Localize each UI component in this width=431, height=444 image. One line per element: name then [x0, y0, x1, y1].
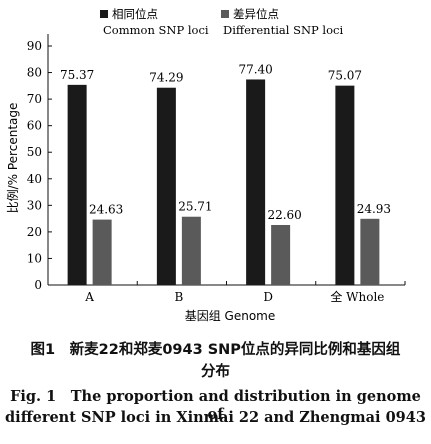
- legend-label-common-en: Common SNP loci: [103, 23, 209, 37]
- data-label: 74.29: [149, 71, 183, 85]
- figure-caption-cn-line2: 分布: [201, 364, 230, 380]
- y-tick-label: 90: [27, 39, 42, 53]
- y-tick-label: 50: [27, 145, 42, 159]
- data-label: 75.07: [328, 69, 362, 83]
- x-axis-label: 基因组 Genome: [185, 309, 276, 323]
- y-tick-label: 60: [27, 119, 42, 133]
- bars: [67, 79, 380, 286]
- x-tick-label: A: [84, 290, 94, 304]
- bar-common: [67, 84, 87, 286]
- bar-differential: [181, 216, 201, 285]
- y-tick-label: 30: [27, 198, 42, 212]
- y-tick-label: 80: [27, 66, 42, 80]
- figure-caption-en-line1: Fig. 1 The proportion and distribution i…: [10, 388, 421, 423]
- data-label: 75.37: [60, 68, 94, 82]
- bar-common: [246, 79, 266, 286]
- axes: 0 10 20 30 40 50 60 70 80 90 A B D 全 Whole: [27, 34, 406, 304]
- figure-caption-en-line2: different SNP loci in Xinmai 22 and Zhen…: [5, 409, 426, 426]
- data-label: 77.40: [238, 62, 272, 76]
- y-tick-label: 70: [27, 92, 42, 106]
- data-label: 22.60: [267, 208, 301, 222]
- bar-differential: [271, 224, 291, 285]
- bar-common: [335, 85, 355, 285]
- data-label: 25.71: [178, 200, 212, 214]
- data-label: 24.63: [89, 203, 123, 217]
- legend-label-common-cn: 相同位点: [112, 7, 158, 21]
- bar-common: [156, 87, 176, 285]
- y-tick-label: 40: [27, 172, 42, 186]
- bar-differential: [360, 218, 380, 285]
- y-axis-label: 比例/% Percentage: [6, 103, 20, 214]
- y-tick-label: 10: [27, 251, 42, 265]
- x-tick-label: 全 Whole: [330, 289, 384, 304]
- legend-swatch-common: [100, 10, 108, 18]
- figure-caption-cn-line1: 图1 新麦22和郑麦0943 SNP位点的异同比例和基因组: [30, 342, 401, 358]
- x-tick-label: B: [174, 290, 183, 304]
- y-tick-label: 20: [27, 225, 42, 239]
- legend-label-differential-en: Differential SNP loci: [223, 23, 343, 37]
- snp-bar-chart: 相同位点 Common SNP loci 差异位点 Differential S…: [6, 7, 406, 323]
- data-label: 24.93: [357, 202, 391, 216]
- legend-swatch-differential: [221, 10, 229, 18]
- bar-differential: [92, 219, 112, 285]
- legend-label-differential-cn: 差异位点: [233, 7, 279, 21]
- legend: 相同位点 Common SNP loci 差异位点 Differential S…: [100, 7, 343, 37]
- y-tick-label: 0: [34, 278, 42, 292]
- data-labels: 75.37 24.63 74.29 25.71 77.40 22.60 75.07 24.93: [60, 62, 391, 222]
- x-tick-label: D: [263, 290, 273, 304]
